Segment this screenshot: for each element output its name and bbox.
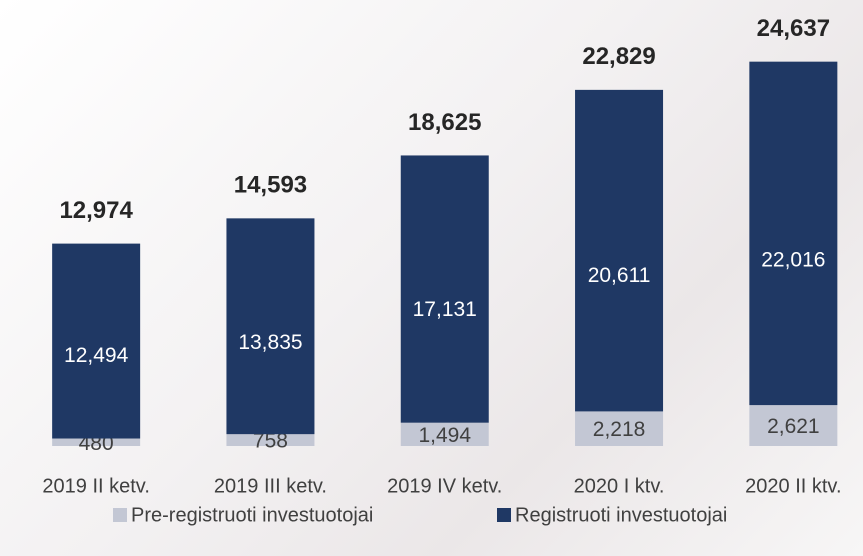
total-label: 24,637 bbox=[757, 15, 830, 42]
legend-label: Pre-registruoti investuotojai bbox=[131, 504, 373, 526]
bar-segment bbox=[52, 243, 141, 439]
value-label: 12,494 bbox=[64, 344, 129, 367]
total-label: 18,625 bbox=[408, 109, 481, 136]
bar-segment bbox=[749, 61, 838, 406]
bar-segment bbox=[226, 218, 315, 435]
value-label: 1,494 bbox=[418, 424, 471, 447]
bar-segment bbox=[400, 422, 489, 446]
value-label: 17,131 bbox=[413, 298, 477, 321]
value-label: 2,218 bbox=[593, 418, 646, 441]
bar-segment bbox=[749, 405, 838, 446]
value-label: 22,016 bbox=[761, 248, 825, 271]
legend-label: Registruoti investuotojai bbox=[515, 504, 727, 526]
value-label: 13,835 bbox=[238, 331, 302, 354]
x-tick-label: 2019 III ketv. bbox=[214, 475, 327, 497]
bar-segment bbox=[52, 438, 141, 446]
x-tick-label: 2020 I ktv. bbox=[574, 475, 665, 497]
bar-segment bbox=[226, 434, 315, 446]
x-tick-label: 2019 IV ketv. bbox=[387, 475, 502, 497]
total-label: 14,593 bbox=[234, 172, 307, 199]
value-label: 20,611 bbox=[588, 264, 651, 287]
legend-swatch bbox=[113, 508, 127, 522]
value-label: 2,621 bbox=[767, 415, 820, 438]
total-label: 12,974 bbox=[59, 197, 133, 224]
bar-segment bbox=[575, 89, 664, 412]
value-label: 758 bbox=[253, 430, 288, 453]
bar-segment bbox=[400, 155, 489, 423]
x-tick-label: 2020 II ktv. bbox=[745, 475, 841, 497]
total-label: 22,829 bbox=[582, 43, 655, 70]
bar-segment bbox=[575, 411, 664, 446]
x-tick-label: 2019 II ketv. bbox=[42, 475, 149, 497]
legend-swatch bbox=[497, 508, 511, 522]
